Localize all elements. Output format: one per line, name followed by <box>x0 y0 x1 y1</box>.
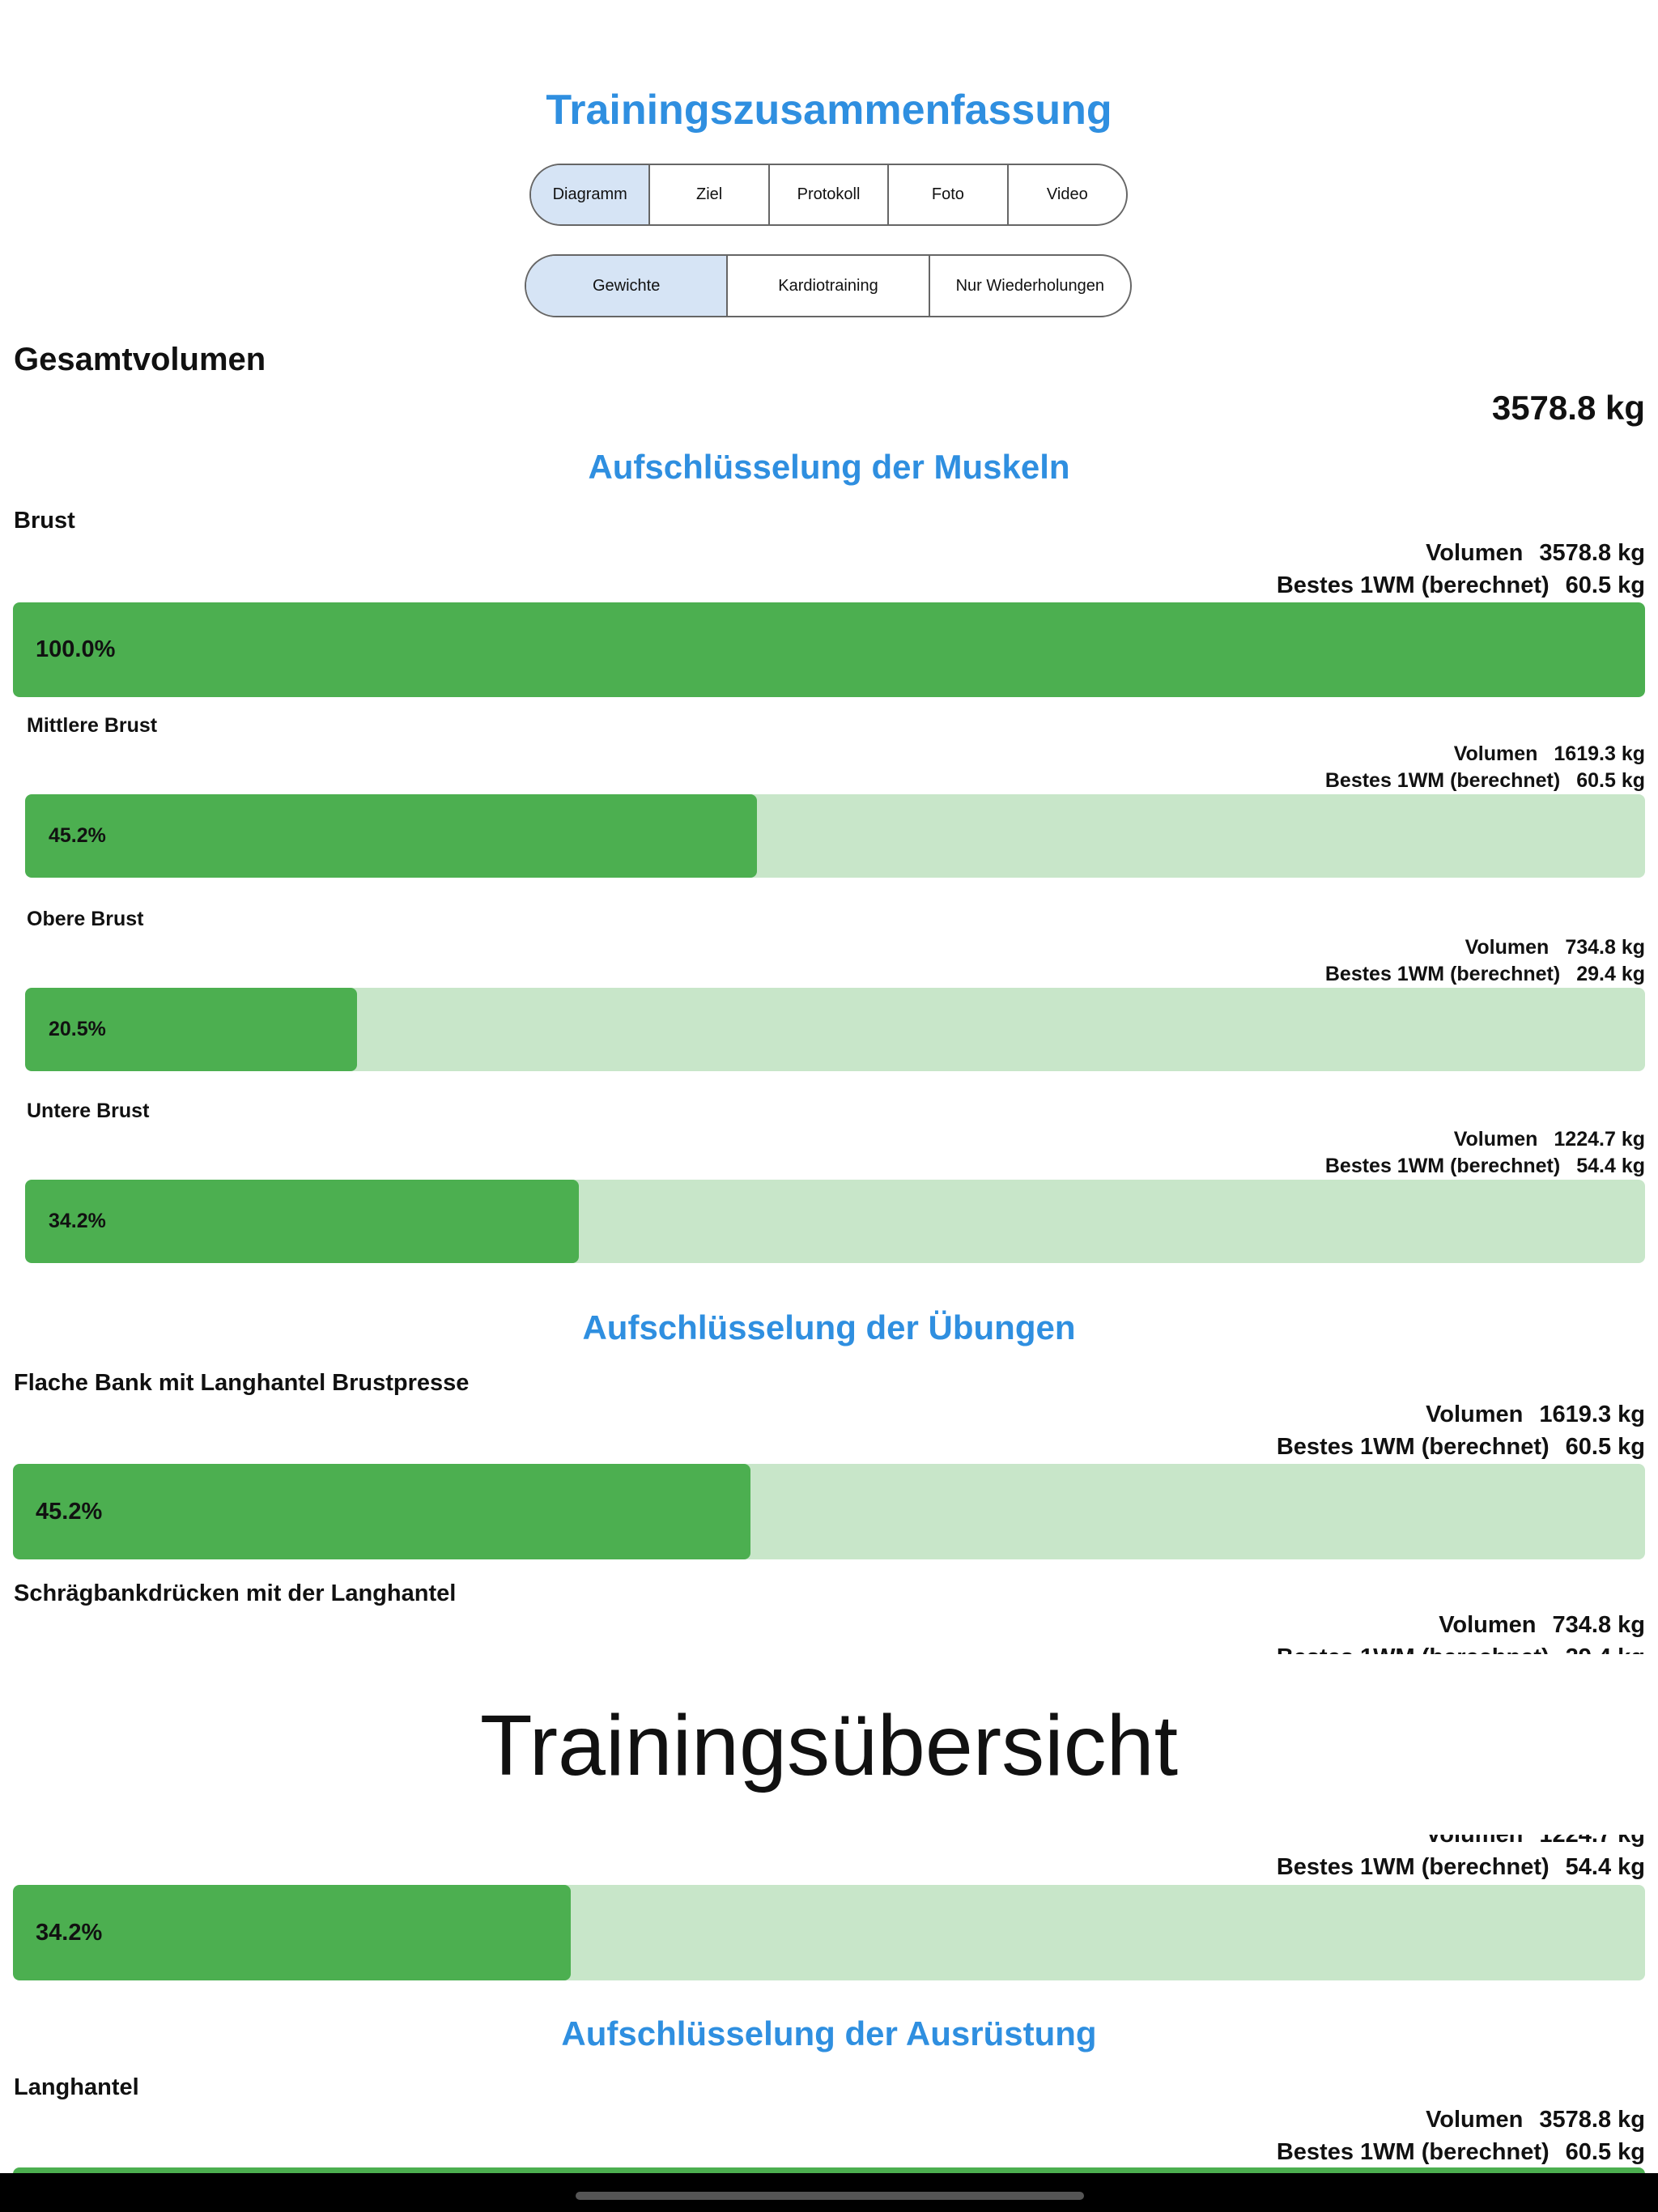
best-1rm-label: Bestes 1WM (berechnet) <box>1276 2138 1550 2165</box>
percent-label: 45.2% <box>36 1498 103 1525</box>
muscle-group-name: Brust <box>14 507 75 534</box>
volume: Volumen 1224.7 kg <box>1426 1835 1645 1848</box>
home-indicator <box>576 2192 1084 2200</box>
volume-label: Volumen <box>1426 1401 1524 1427</box>
volume-value: 734.8 kg <box>1565 936 1645 959</box>
progress-track: 20.5% <box>25 988 1645 1071</box>
progress-track: 34.2% <box>13 1885 1645 1980</box>
percent-label: 20.5% <box>49 1018 106 1040</box>
tab-bar: Diagramm Ziel Protokoll Foto Video <box>529 164 1128 226</box>
volume-label: Volumen <box>1426 539 1524 566</box>
tab[interactable]: Foto <box>887 165 1006 224</box>
percent-label: 34.2% <box>36 1919 103 1946</box>
section-heading: Aufschlüsselung der Ausrüstung <box>561 2014 1097 2052</box>
best-1rm-label: Bestes 1WM (berechnet) <box>1276 1433 1550 1460</box>
progress-track: 34.2% <box>25 1180 1645 1263</box>
exercise-name: Flache Bank mit Langhantel Brustpresse <box>14 1369 470 1396</box>
best-1rm-value: 60.5 kg <box>1565 2138 1645 2165</box>
subtab[interactable]: Gewichte <box>526 256 727 316</box>
overlay-title: Trainingsübersicht <box>479 1698 1179 1793</box>
best-1rm: Bestes 1WM (berechnet) 60.5 kg <box>1277 2138 1645 2167</box>
progress-fill <box>13 1464 751 1559</box>
best-1rm-value: 29.4 kg <box>1576 963 1645 985</box>
progress-track: 45.2% <box>13 1464 1645 1559</box>
volume-label: Volumen <box>1453 742 1538 765</box>
best-1rm: Bestes 1WM (berechnet) 60.5 kg <box>1277 1433 1645 1461</box>
progress-fill <box>13 1885 572 1980</box>
best-1rm-value: 60.5 kg <box>1565 1433 1645 1460</box>
volume-label: Volumen <box>1465 936 1550 959</box>
volume-value: 1224.7 kg <box>1554 1128 1645 1151</box>
summary-panel: Trainingszusammenfassung Diagramm Ziel Prot… <box>13 86 1645 1654</box>
best-1rm: Bestes 1WM (berechnet) 29.4 kg <box>1325 962 1645 986</box>
exercise-name: Schrägbankdrücken mit der Langhantel <box>14 1580 457 1606</box>
volume-value: 1224.7 kg <box>1539 1835 1645 1848</box>
muscle-name: Mittlere Brust <box>27 714 158 737</box>
progress-track: 100.0% <box>13 602 1645 697</box>
volume-value: 3578.8 kg <box>1539 2106 1645 2133</box>
volume: Volumen 3578.8 kg <box>1426 539 1645 568</box>
home-bar-area <box>0 2173 1658 2212</box>
best-1rm-label: Bestes 1WM (berechnet) <box>1276 572 1550 598</box>
tab[interactable]: Video <box>1006 165 1126 224</box>
muscle-name: Obere Brust <box>27 908 144 930</box>
volume-value: 3578.8 kg <box>1539 539 1645 566</box>
progress-fill <box>13 602 1645 697</box>
volume: Volumen 734.8 kg <box>1439 1611 1645 1640</box>
best-1rm: Bestes 1WM (berechnet) 60.5 kg <box>1277 572 1645 600</box>
best-1rm-label: Bestes 1WM (berechnet) <box>1277 1644 1550 1654</box>
subtab[interactable]: Nur Wiederholungen <box>928 256 1130 316</box>
progress-track: 45.2% <box>25 794 1645 878</box>
best-1rm-value: 60.5 kg <box>1576 769 1645 792</box>
muscle-name: Untere Brust <box>27 1100 150 1122</box>
volume-value: 1619.3 kg <box>1554 742 1645 765</box>
volume: Volumen 1619.3 kg <box>1454 742 1645 766</box>
best-1rm-label: Bestes 1WM (berechnet) <box>1324 963 1561 985</box>
tab[interactable]: Ziel <box>648 165 767 224</box>
best-1rm-value: 54.4 kg <box>1565 1853 1645 1880</box>
volume-label: Volumen <box>1426 2106 1524 2133</box>
progress-fill <box>25 988 358 1071</box>
best-1rm-label: Bestes 1WM (berechnet) <box>1324 1155 1561 1177</box>
best-1rm-value: 60.5 kg <box>1565 572 1645 598</box>
equipment-name: Langhantel <box>14 2074 139 2100</box>
volume-value: 1619.3 kg <box>1539 1401 1645 1427</box>
section-heading: Aufschlüsselung der Muskeln <box>588 447 1070 486</box>
best-1rm-value: 54.4 kg <box>1576 1155 1645 1177</box>
progress-fill <box>25 794 758 878</box>
best-1rm-label: Bestes 1WM (berechnet) <box>1324 769 1561 792</box>
volume: Volumen 1224.7 kg <box>1454 1127 1645 1151</box>
title: Trainingszusammenfassung <box>546 86 1112 134</box>
tab[interactable]: Protokoll <box>767 165 887 224</box>
progress-fill-edge <box>13 2167 1645 2173</box>
subtab[interactable]: Kardiotraining <box>726 256 928 316</box>
best-1rm: Bestes 1WM (berechnet) 54.4 kg <box>1325 1154 1645 1178</box>
best-1rm-label: Bestes 1WM (berechnet) <box>1276 1853 1550 1880</box>
total-label: Gesamtvolumen <box>14 342 266 377</box>
volume-label: Volumen <box>1453 1128 1538 1151</box>
section-heading: Aufschlüsselung der Übungen <box>582 1308 1076 1346</box>
percent-label: 100.0% <box>36 636 116 662</box>
best-1rm: Bestes 1WM (berechnet) 54.4 kg <box>1277 1853 1645 1882</box>
total-value: 3578.8 kg <box>1491 389 1645 427</box>
volume-value: 734.8 kg <box>1552 1611 1645 1638</box>
summary-panel-continued: Volumen 1224.7 kg Bestes 1WM (berechnet) 54… <box>0 1835 1658 2173</box>
percent-label: 34.2% <box>49 1210 106 1232</box>
subtab-bar: Gewichte Kardiotraining Nur Wiederholungen <box>525 254 1132 317</box>
progress-fill <box>25 1180 580 1263</box>
tab[interactable]: Diagramm <box>531 165 649 224</box>
volume-label: Volumen <box>1426 1835 1523 1848</box>
best-1rm-value: 29.4 kg <box>1566 1644 1645 1654</box>
volume: Volumen 1619.3 kg <box>1426 1401 1645 1429</box>
best-1rm: Bestes 1WM (berechnet) 60.5 kg <box>1325 768 1645 793</box>
volume-label: Volumen <box>1439 1611 1537 1638</box>
percent-label: 45.2% <box>49 824 106 847</box>
volume: Volumen 3578.8 kg <box>1426 2106 1645 2134</box>
volume: Volumen 734.8 kg <box>1465 935 1645 959</box>
best-1rm: Bestes 1WM (berechnet) 29.4 kg <box>1277 1644 1645 1654</box>
